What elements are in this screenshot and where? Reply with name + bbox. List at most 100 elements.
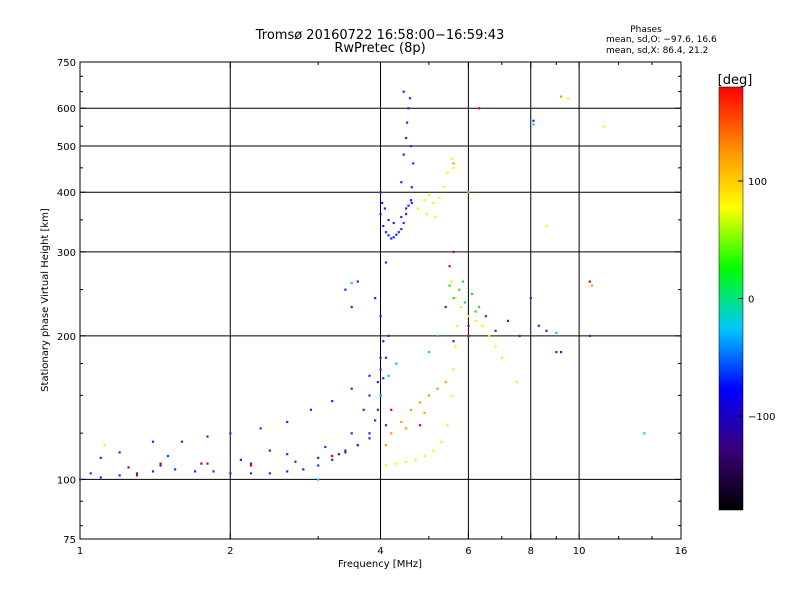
data-point [478, 305, 481, 309]
data-point [405, 207, 408, 210]
data-point [448, 265, 451, 268]
data-point [452, 297, 455, 300]
y-tick-label: 200 [57, 332, 76, 343]
data-point [384, 231, 388, 234]
y-tick-label: 750 [57, 58, 76, 69]
data-point [506, 319, 510, 322]
data-point [294, 460, 297, 463]
data-point [268, 472, 271, 475]
data-point [423, 454, 426, 458]
chart-subtitle: RwPretec (8p) [334, 41, 425, 56]
x-tick-label: 6 [465, 546, 471, 557]
colorbar-tick-label: −100 [748, 412, 775, 423]
x-tick-label: 4 [377, 546, 383, 557]
data-point [350, 282, 353, 285]
data-point [384, 444, 388, 447]
data-point [249, 464, 253, 467]
data-point [356, 444, 359, 447]
x-tick-label: 1 [77, 546, 83, 557]
data-point [344, 451, 347, 454]
data-point [337, 453, 340, 456]
data-point [419, 401, 422, 404]
data-point [409, 199, 412, 202]
data-point [384, 464, 388, 467]
data-point [180, 440, 184, 443]
data-point [379, 394, 382, 397]
data-point [350, 387, 353, 390]
data-point [452, 340, 455, 343]
data-point [448, 284, 451, 287]
data-point [402, 221, 405, 225]
data-point [387, 234, 390, 237]
data-point [400, 181, 403, 184]
x-axis-label: Frequency [MHz] [338, 559, 422, 570]
data-point [374, 297, 377, 300]
x-tick-label: 10 [573, 546, 586, 557]
data-point [384, 261, 388, 264]
data-point [286, 453, 289, 456]
data-point [537, 324, 540, 327]
data-point [206, 462, 209, 465]
data-point [229, 472, 232, 475]
data-point [395, 362, 398, 365]
data-point [467, 334, 470, 337]
data-point [467, 324, 470, 327]
data-point [458, 288, 461, 291]
data-point [406, 121, 409, 124]
data-point [488, 334, 491, 337]
data-point [384, 356, 388, 359]
data-point [200, 462, 203, 465]
data-point [427, 351, 431, 354]
data-point [454, 297, 457, 300]
y-axis-label: Stationary phase Virtual Height [km] [40, 208, 51, 392]
data-point [590, 284, 593, 287]
data-point [500, 356, 503, 359]
data-points [79, 90, 646, 481]
colorbar-unit-label: [deg] [718, 73, 753, 88]
data-point [249, 462, 253, 465]
data-point [419, 424, 422, 427]
colorbar: [deg] 100 0 −100 [718, 73, 775, 511]
y-tick-label: 100 [57, 475, 76, 486]
data-point [532, 119, 535, 122]
data-point [118, 451, 121, 454]
data-point [452, 166, 455, 169]
data-point [229, 432, 232, 435]
data-point [409, 408, 412, 411]
data-point [410, 201, 413, 204]
data-point [286, 420, 289, 424]
data-point [309, 408, 312, 411]
data-point [467, 191, 470, 194]
data-point [383, 207, 386, 210]
data-point [331, 400, 334, 403]
data-point [436, 334, 439, 337]
data-point [135, 474, 139, 477]
data-point [450, 280, 453, 283]
data-point [474, 310, 477, 313]
data-point [545, 329, 548, 332]
plot-area: 1 2 4 6 8 10 16 75 100 200 300 400 500 600 750 [57, 58, 687, 557]
data-point [317, 456, 320, 459]
data-point [212, 470, 215, 473]
data-point [410, 186, 413, 189]
data-point [286, 470, 289, 473]
data-point [400, 420, 403, 424]
data-point [602, 125, 605, 128]
phases-x-line: mean, sd,X: 86.4, 21.2 [606, 46, 708, 56]
data-point [414, 458, 417, 461]
phases-heading: Phases [630, 25, 662, 35]
data-point [643, 432, 646, 435]
data-point [452, 368, 455, 371]
data-point [392, 236, 395, 239]
data-point [387, 218, 390, 222]
data-point [532, 123, 535, 126]
data-point [368, 374, 371, 377]
data-point [379, 356, 382, 359]
data-point [438, 196, 441, 199]
data-point [99, 456, 102, 459]
y-tick-label: 75 [63, 535, 76, 546]
data-point [454, 345, 457, 348]
data-point [400, 215, 403, 219]
data-point [560, 95, 563, 98]
